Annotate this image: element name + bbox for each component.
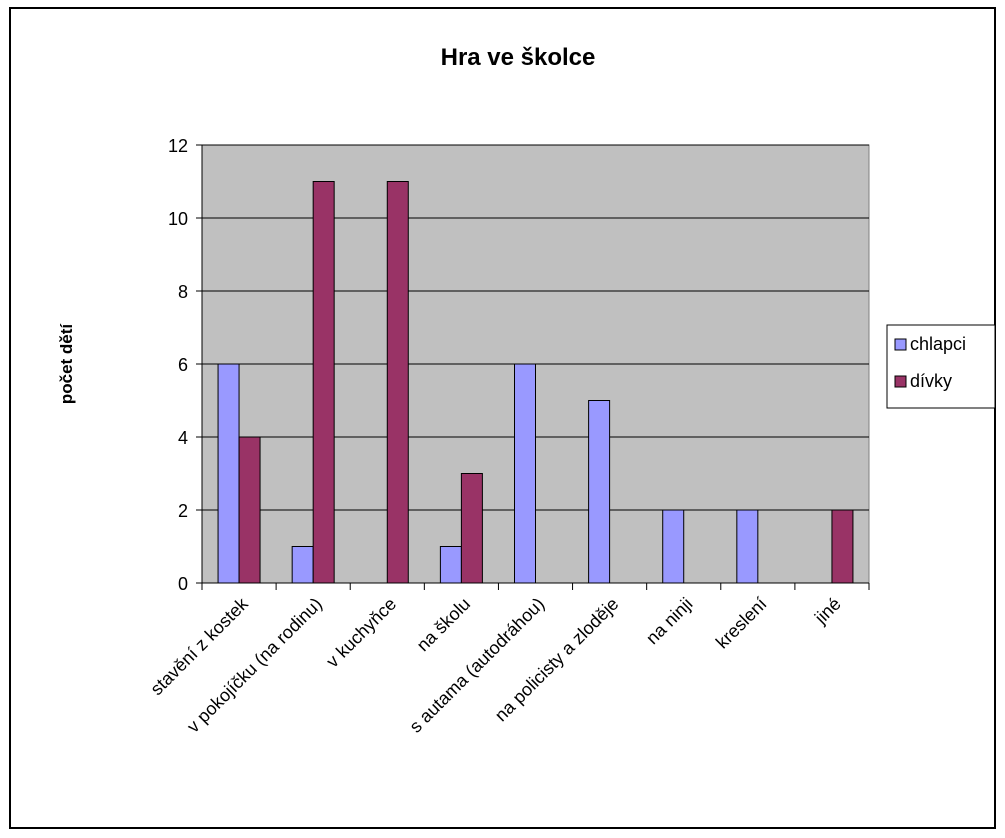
chart-title: Hra ve školce: [441, 44, 596, 71]
axes: [196, 144, 870, 590]
bar-divky: [238, 436, 261, 584]
bar-divky: [386, 181, 409, 584]
legend-label-chlapci: chlapci: [910, 334, 966, 354]
bar-chlapci: [291, 546, 314, 584]
legend-swatch-chlapci: [894, 338, 907, 351]
y-tick-label: 8: [178, 282, 188, 302]
y-tick-label: 10: [168, 209, 188, 229]
legend-swatch-divky: [894, 375, 907, 388]
y-tick-label: 0: [178, 574, 188, 594]
bar-chlapci: [217, 363, 240, 584]
y-tick-labels: 0 2 4 6 8 10 12: [168, 136, 188, 594]
bar-chlapci: [514, 363, 536, 584]
bars: [217, 181, 854, 584]
y-axis-label: počet dětí: [57, 323, 76, 405]
bar-divky: [831, 509, 854, 584]
bar-divky: [312, 181, 335, 584]
legend: chlapci dívky: [886, 324, 996, 409]
y-tick-label: 12: [168, 136, 188, 156]
bar-divky: [460, 473, 483, 584]
bar-chlapci: [662, 509, 685, 584]
bar-chlapci: [736, 509, 759, 584]
y-tick-label: 2: [178, 501, 188, 521]
legend-label-divky: dívky: [910, 371, 952, 391]
bar-chlapci: [439, 546, 462, 584]
bar-chlapci: [588, 400, 611, 584]
y-tick-label: 4: [178, 428, 188, 448]
y-tick-label: 6: [178, 355, 188, 375]
